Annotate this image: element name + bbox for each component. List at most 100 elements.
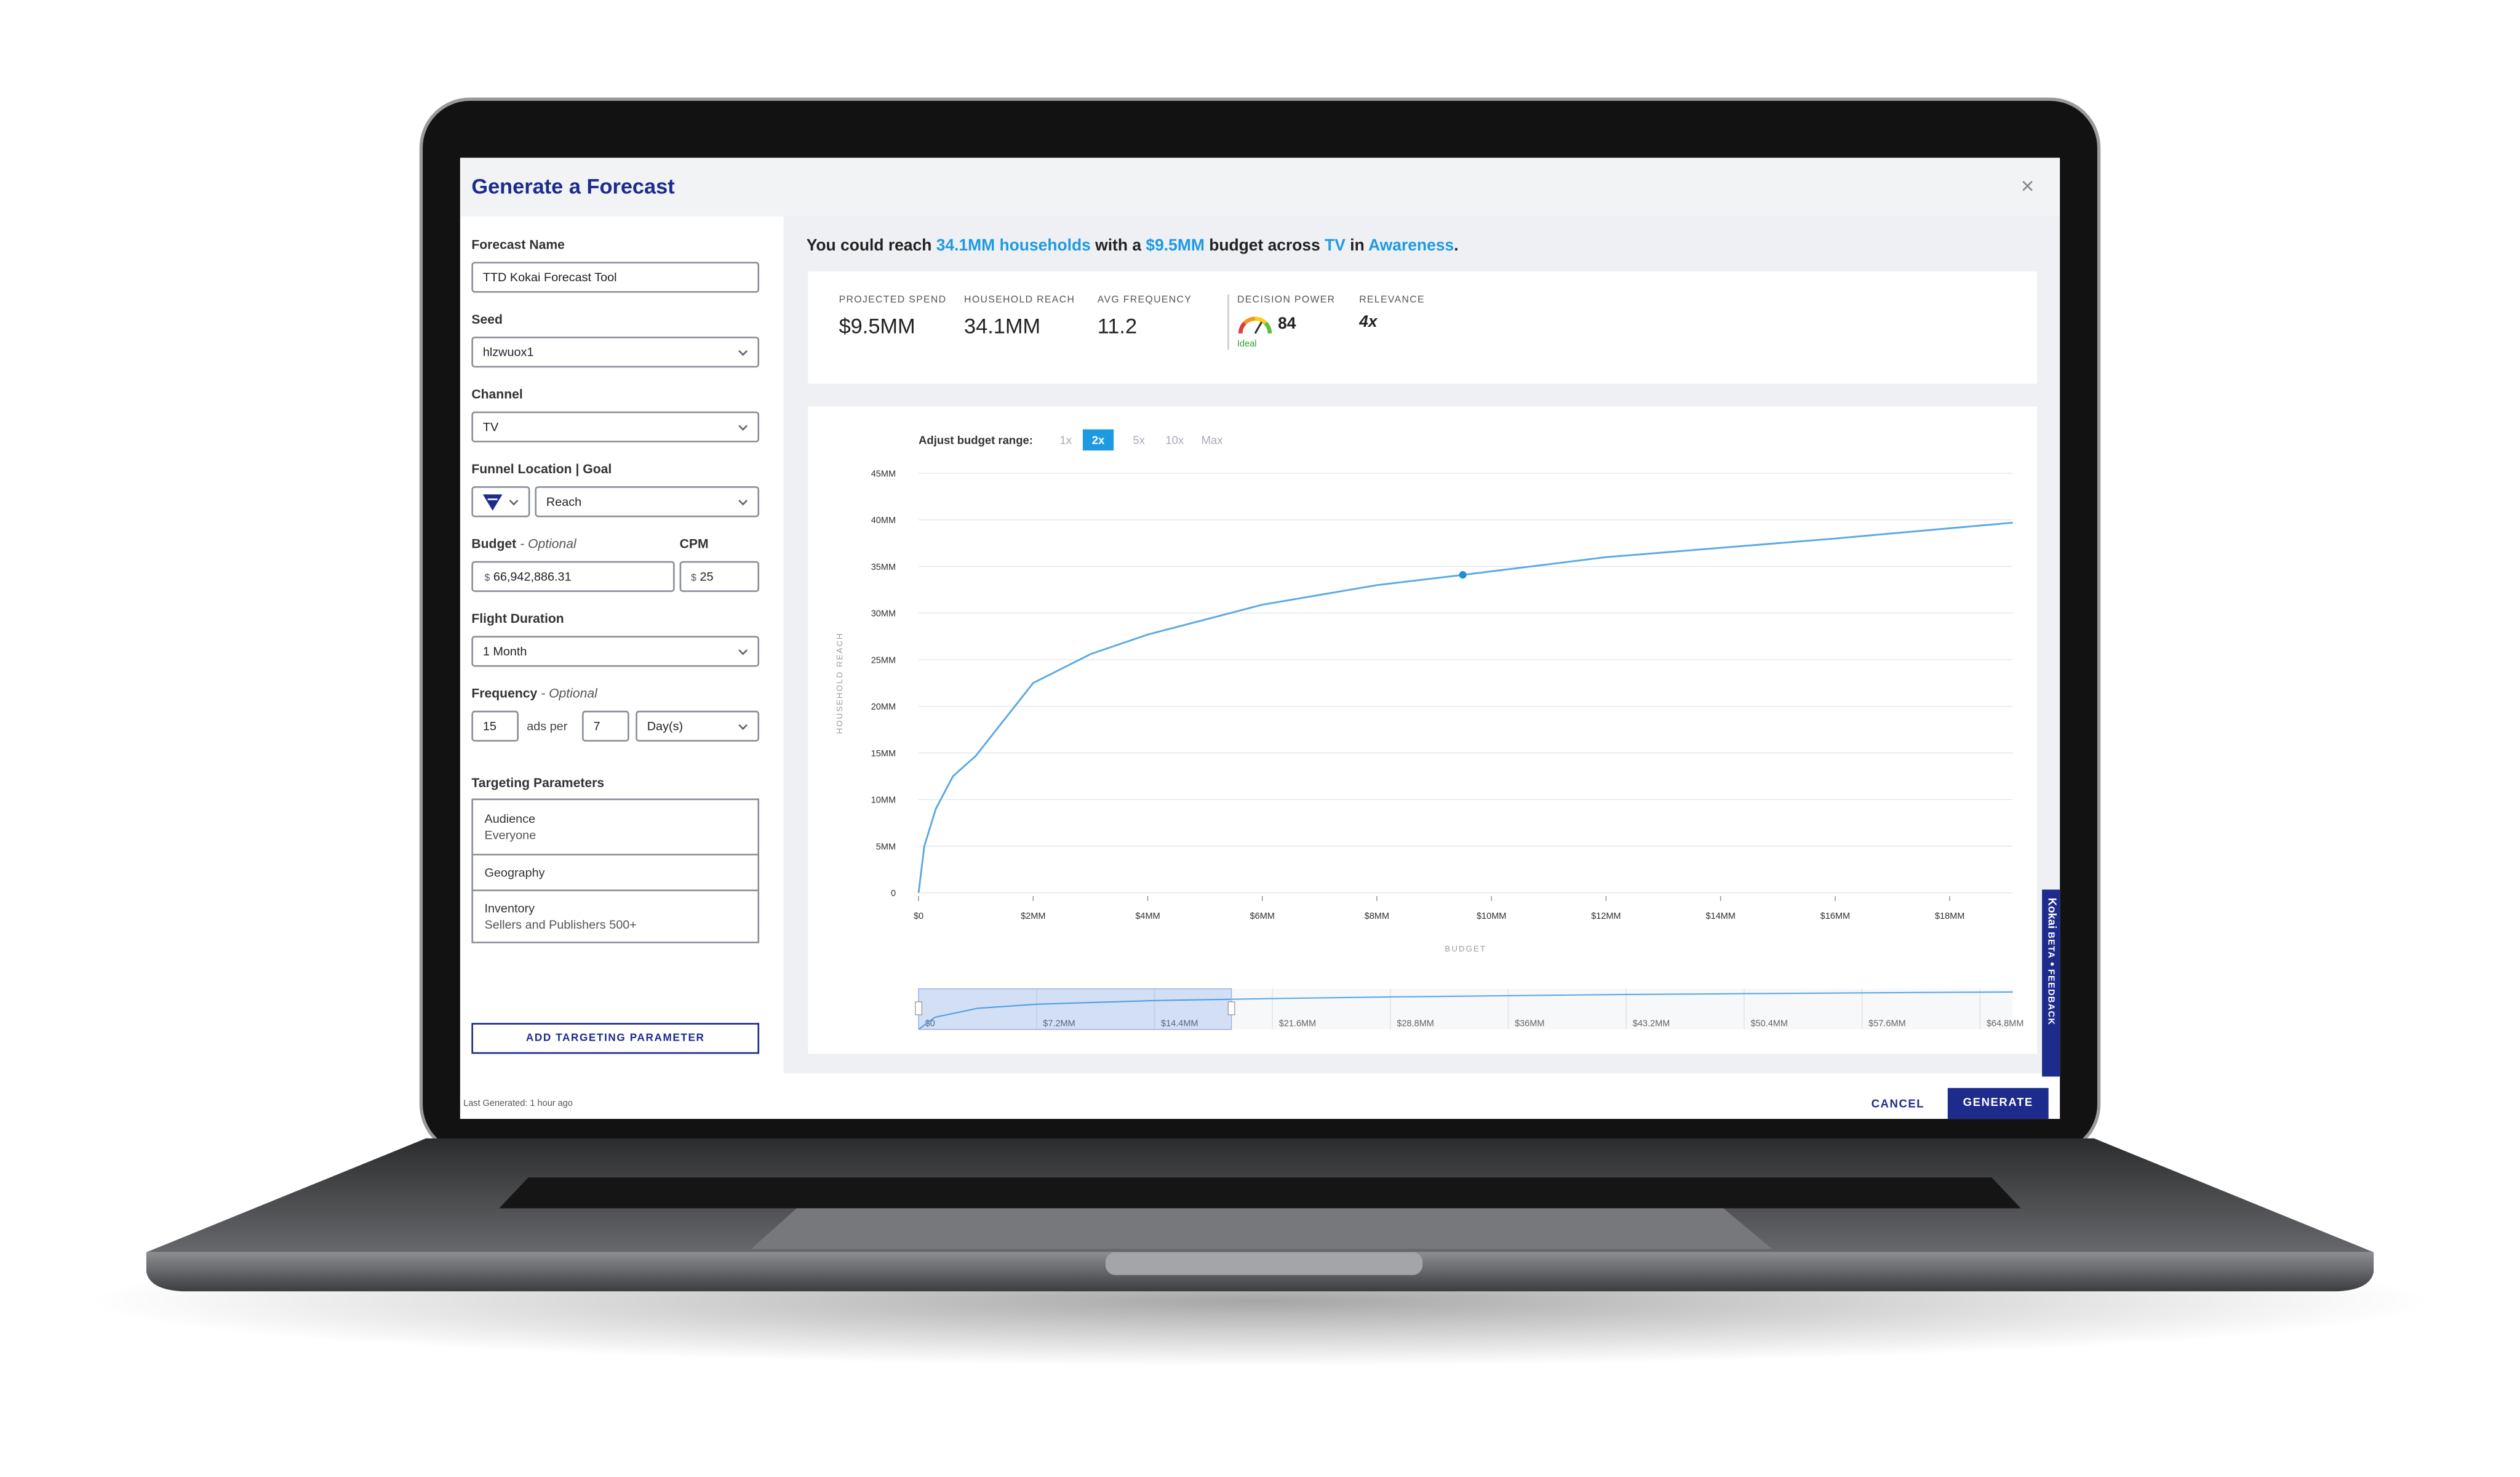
chart-card <box>808 406 2038 1054</box>
funnel-icon <box>482 494 503 511</box>
text-input[interactable]: TTD Kokai Forecast Tool <box>471 262 760 293</box>
stat-label: RELEVANCE <box>1359 295 1425 306</box>
y-tick-label: 15MM <box>871 749 896 759</box>
range-option[interactable]: 5x <box>1133 433 1145 446</box>
navigator-tick-label: $0 <box>925 1019 935 1028</box>
gauge-arc <box>1238 321 1246 334</box>
field-label: Seed <box>471 312 503 327</box>
y-tick-label: 40MM <box>871 516 896 526</box>
summary-part: 34.1MM households <box>936 237 1091 255</box>
summary: You could reach 34.1MM households with a… <box>807 238 1459 255</box>
label-text: Budget <box>471 537 517 551</box>
item-value: Everyone <box>484 828 536 843</box>
item-name: Geography <box>484 865 545 880</box>
header <box>460 158 2060 217</box>
trackpad <box>751 1208 1772 1249</box>
summary-part: with a <box>1090 237 1146 255</box>
y-tick-label: 0 <box>891 889 896 899</box>
y-tick-label: 25MM <box>871 655 896 665</box>
summary-part: Awareness <box>1368 237 1454 255</box>
item-name: Inventory <box>484 900 535 916</box>
text-input[interactable]: 15 <box>471 710 519 742</box>
action: FEEDBACK <box>2045 969 2055 1026</box>
x-tick-label: $0 <box>914 911 923 921</box>
summary-part: You could reach <box>806 237 936 255</box>
item-value: Sellers and Publishers 500+ <box>484 917 637 932</box>
inline-text: ads per <box>527 719 568 734</box>
range-selected <box>1082 429 1114 450</box>
text-input[interactable]: $ 66,942,886.31 <box>471 561 675 592</box>
text-input[interactable]: $ 25 <box>679 561 760 592</box>
value: 66,942,886.31 <box>493 569 572 584</box>
summary-part: . <box>1454 237 1459 255</box>
dialog-title: Generate a Forecast <box>471 174 675 199</box>
stat-value: 34.1MM <box>964 314 1041 338</box>
targeting-list: Audience Everyone Geography Inventory Sell… <box>471 798 760 943</box>
x-tick-label: $10MM <box>1477 911 1506 921</box>
navigator-tick-label: $36MM <box>1515 1019 1544 1028</box>
reach-line <box>917 521 2013 893</box>
gauge-arc <box>1264 321 1272 334</box>
highlight-point[interactable] <box>1459 571 1467 579</box>
cancel-button[interactable]: CANCEL <box>1871 1099 1925 1111</box>
feedback-tab[interactable]: Kokai BETA • FEEDBACK <box>2040 889 2060 1077</box>
field-label: CPM <box>679 537 709 551</box>
y-tick-label: 45MM <box>871 469 896 479</box>
y-tick-label: 30MM <box>871 609 896 619</box>
x-tick-label: $8MM <box>1365 911 1389 921</box>
range-option[interactable]: Max <box>1202 433 1224 446</box>
stat-value: 4x <box>1359 314 1378 332</box>
navigator-line <box>918 991 2013 1030</box>
navigator-tick-label: $64.8MM <box>1987 1019 2024 1028</box>
navigator-tick-label: $50.4MM <box>1750 1019 1788 1028</box>
stat-value: 11.2 <box>1097 314 1138 338</box>
x-tick-label: $12MM <box>1591 911 1621 921</box>
feedback-text: Kokai BETA • FEEDBACK <box>2040 898 2060 1025</box>
generate-button[interactable]: GENERATE <box>1947 1087 2049 1119</box>
x-axis-title: BUDGET <box>1445 944 1486 953</box>
screen: Generate a Forecast × Forecast Name TTD … <box>460 158 2060 1119</box>
stat-status: Ideal <box>1237 340 1257 350</box>
navigator-window[interactable] <box>918 988 1232 1030</box>
summary-part: $9.5MM <box>1146 237 1205 255</box>
navigator-tick-label: $21.6MM <box>1279 1019 1317 1028</box>
x-tick-label: $4MM <box>1135 911 1160 921</box>
navigator-tick-label: $43.2MM <box>1633 1019 1670 1028</box>
field-label: Funnel Location | Goal <box>471 462 612 477</box>
navigator-handle[interactable] <box>915 1001 923 1015</box>
x-tick-label: $14MM <box>1705 911 1735 921</box>
select[interactable]: 1 Month <box>471 636 760 667</box>
separator: • <box>2045 962 2057 966</box>
item-name: Audience <box>484 811 536 827</box>
x-tick-label: $6MM <box>1250 911 1275 921</box>
range-option[interactable]: 2x <box>1092 433 1105 446</box>
select[interactable]: Day(s) <box>636 710 760 742</box>
add-button[interactable]: ADD TARGETING PARAMETER <box>471 1023 760 1054</box>
targeting-item[interactable]: Geography <box>472 854 758 892</box>
label-note: - Optional <box>541 686 597 701</box>
select[interactable]: Reach <box>535 486 760 518</box>
last-generated: Last Generated: 1 hour ago <box>463 1099 573 1110</box>
gauge-needle <box>1254 321 1263 334</box>
stat-value: 84 <box>1278 315 1296 334</box>
keyboard <box>499 1177 2021 1209</box>
text-input[interactable]: 7 <box>582 710 629 742</box>
field-label: Flight Duration <box>471 611 564 626</box>
x-tick-label: $18MM <box>1935 911 1964 921</box>
y-tick-label: 35MM <box>871 562 896 572</box>
navigator-handle[interactable] <box>1227 1001 1235 1015</box>
x-tick-label: $16MM <box>1820 911 1850 921</box>
range-option[interactable]: 1x <box>1059 433 1072 446</box>
stat-value: $9.5MM <box>839 314 915 338</box>
targeting-item[interactable]: Audience Everyone <box>472 800 758 855</box>
stats-card <box>808 271 2038 384</box>
range-option[interactable]: 10x <box>1165 433 1184 446</box>
field-label: Targeting Parameters <box>471 775 605 791</box>
close-button[interactable]: × <box>2020 172 2035 199</box>
summary-part: budget across <box>1204 237 1325 255</box>
targeting-item[interactable]: Inventory Sellers and Publishers 500+ <box>473 891 757 942</box>
funnel-select[interactable] <box>471 486 530 518</box>
select[interactable]: hlzwuox1 <box>471 337 760 368</box>
select[interactable]: TV <box>471 411 760 442</box>
